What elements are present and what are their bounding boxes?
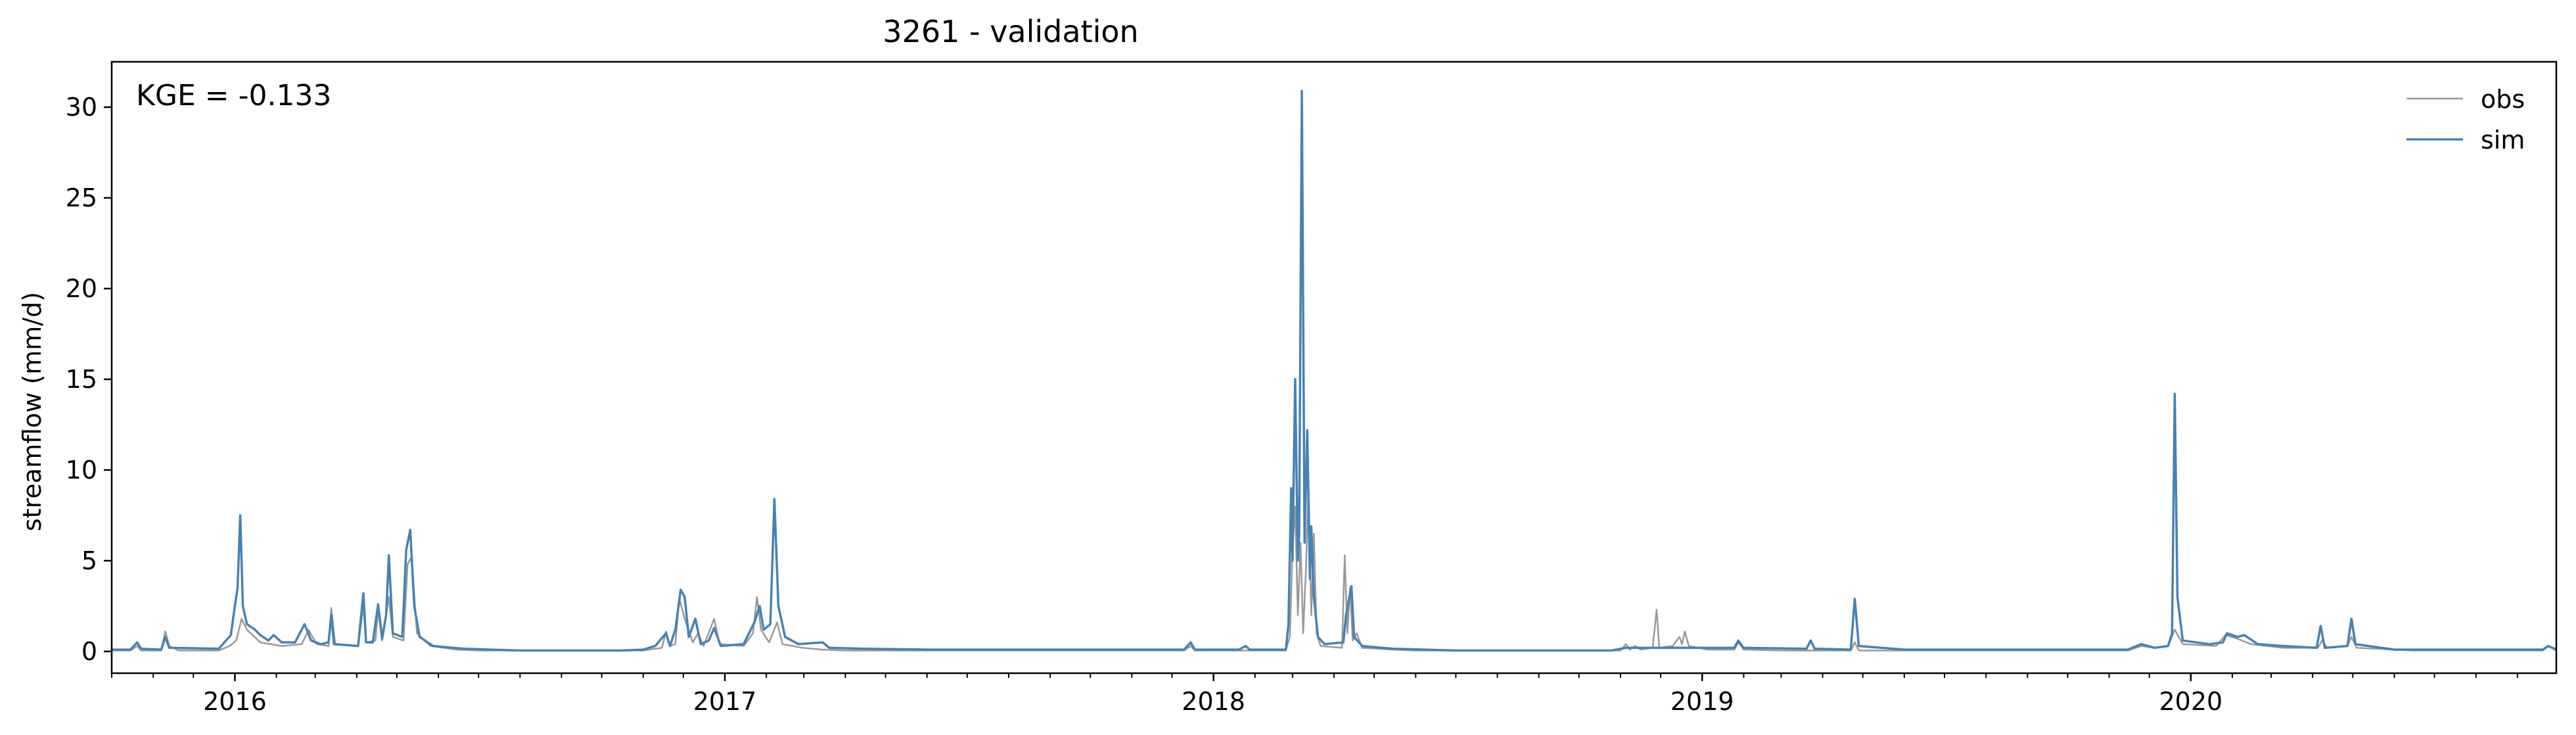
x-tick-label: 2019 — [1670, 687, 1734, 716]
y-tick-label: 30 — [66, 93, 97, 122]
y-tick-label: 20 — [66, 274, 97, 303]
x-tick-label: 2018 — [1182, 687, 1245, 716]
x-tick-label: 2017 — [693, 687, 757, 716]
y-tick-label: 25 — [66, 183, 97, 212]
y-tick-label: 10 — [66, 456, 97, 485]
y-tick-label: 0 — [81, 637, 97, 666]
legend-label-obs: obs — [2481, 85, 2525, 114]
y-axis-ticks: 0 5 10 15 20 25 30 — [66, 93, 112, 666]
series-line-sim — [112, 89, 2557, 652]
plot-frame — [110, 60, 2558, 675]
series-layer — [112, 89, 2557, 652]
legend-label-sim: sim — [2481, 126, 2525, 154]
legend: obs sim — [2406, 85, 2525, 154]
chart-title: 3261 - validation — [883, 14, 1138, 49]
x-axis-ticks: 2016 2017 2018 2019 2020 — [111, 673, 2518, 716]
plot-area: 0 5 10 15 20 25 30 2016 2017 2018 2019 2020 — [66, 60, 2558, 716]
x-tick-label: 2016 — [203, 687, 267, 716]
y-tick-label: 15 — [66, 365, 97, 394]
kge-annotation: KGE = -0.133 — [136, 79, 331, 112]
x-tick-label: 2020 — [2159, 687, 2222, 716]
y-axis-label: streamflow (mm/d) — [18, 292, 47, 531]
y-tick-label: 5 — [81, 546, 97, 575]
